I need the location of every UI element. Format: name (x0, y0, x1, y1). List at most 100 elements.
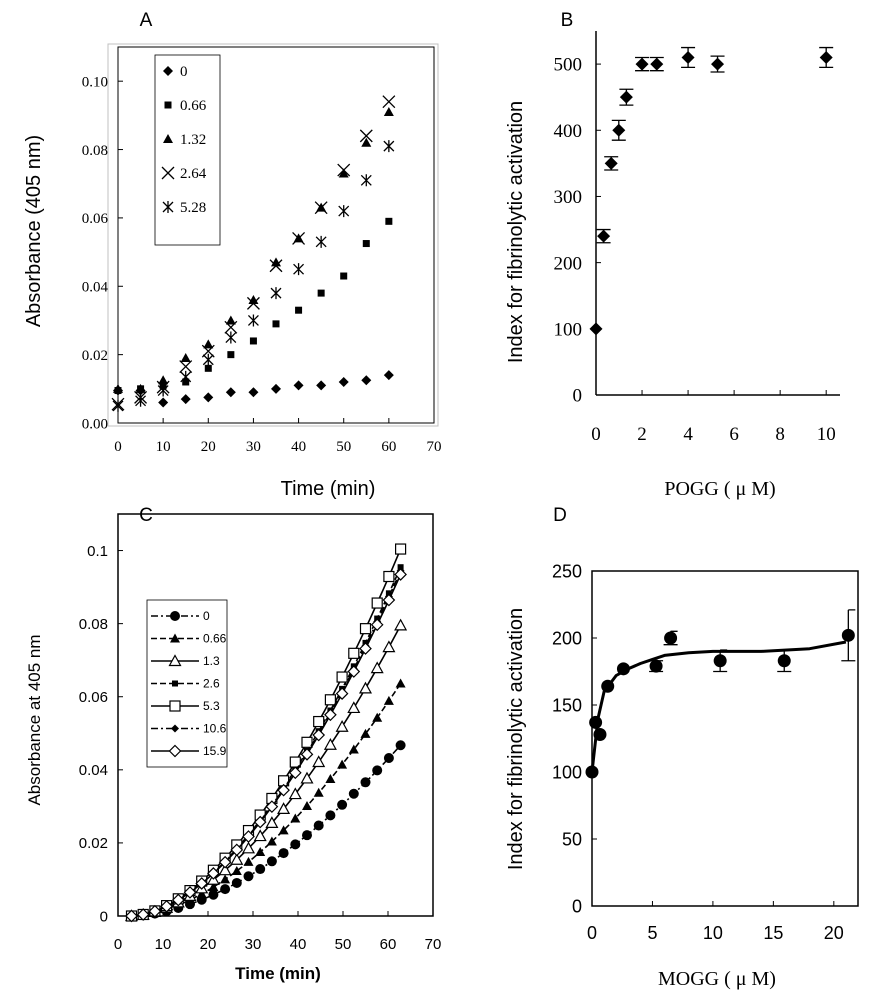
legend-marker-a (163, 134, 173, 143)
point-a-asterisk (315, 235, 327, 248)
y-tick-label-b: 400 (554, 121, 583, 142)
legend-label-c: 1.3 (203, 654, 220, 668)
point-c-triangle (266, 836, 277, 846)
y-tick-label-c: 0.06 (79, 689, 108, 706)
point-a-triangle (180, 353, 191, 363)
point-a-square (385, 217, 393, 225)
axes-box-a (117, 46, 435, 424)
legend-label-c: 0.66 (203, 632, 227, 646)
x-tick-label-a: 20 (201, 439, 216, 455)
point-c-diamond-open (218, 855, 232, 869)
y-tick-label-b: 300 (554, 187, 583, 208)
point-a-diamond (225, 387, 236, 398)
point-c-diamond-open (148, 904, 162, 918)
point-c-square-open (301, 736, 313, 748)
legend-marker-c (168, 654, 182, 667)
point-a-diamond (338, 376, 349, 387)
point-c-circle (325, 810, 336, 821)
point-c-diamond-open (195, 877, 209, 890)
point-a-diamond (383, 370, 394, 381)
legend-marker-a (161, 166, 175, 180)
panel-c: C Time (min) Absorbance at 405 nm 0 0.02 0… (25, 505, 441, 983)
point-b (612, 123, 626, 137)
point-c-diamond-open (277, 783, 290, 797)
axes-box-c (117, 513, 434, 917)
x-tick-label-c: 60 (380, 936, 397, 953)
point-d (649, 659, 663, 673)
panel-label-a: A (140, 10, 153, 31)
point-c-diamond-open (370, 618, 384, 632)
point-a-x (359, 129, 373, 143)
point-c-diamond-open (394, 568, 407, 581)
x-tick-label-b: 6 (729, 424, 739, 445)
x-tick-label-d: 0 (587, 923, 597, 943)
point-c-diamond-open (253, 815, 267, 829)
y-tick-label-c: 0.04 (79, 762, 108, 779)
point-c-diamond-open (183, 886, 197, 899)
point-a-square (204, 364, 212, 372)
point-c-triangle (372, 712, 383, 722)
point-a-diamond (203, 392, 214, 403)
point-b (650, 57, 664, 71)
point-c-triangle-open (230, 852, 244, 865)
point-c-circle (243, 871, 254, 882)
point-b (681, 50, 695, 64)
x-tick-label-a: 60 (381, 439, 396, 455)
y-tick-label-d: 100 (552, 762, 582, 782)
legend-marker-a (164, 101, 172, 109)
point-a-asterisk (180, 370, 192, 383)
point-b (589, 322, 603, 336)
point-c-square-open (371, 597, 383, 609)
point-c-triangle (208, 882, 219, 892)
legend-label-a: 5.28 (180, 200, 206, 216)
y-tick-label-d: 150 (552, 695, 582, 715)
point-c-circle (383, 753, 394, 764)
point-a-x (337, 163, 351, 177)
point-a-asterisk (270, 287, 282, 300)
y-tick-label-b: 200 (554, 253, 583, 274)
legend-label-c: 15.9 (203, 744, 227, 758)
panel-label-c: C (139, 505, 153, 526)
point-c-triangle-open (347, 701, 361, 714)
point-c-triangle-open (288, 787, 302, 800)
x-tick-label-a: 70 (427, 439, 442, 455)
point-a-triangle (203, 339, 214, 349)
point-c-triangle-open (300, 771, 314, 784)
point-a-triangle (383, 106, 394, 116)
point-d (841, 628, 855, 642)
point-c-triangle-open (358, 681, 373, 694)
panel-a: A Time (min) Absorbance (405 nm) 0.00 0.0… (23, 10, 442, 500)
point-c-diamond-open (125, 909, 138, 923)
point-c-circle (337, 799, 348, 810)
point-a-x (292, 231, 306, 245)
point-c-triangle (383, 695, 394, 705)
point-c-triangle (325, 773, 336, 783)
point-c-circle (255, 864, 266, 875)
point-a-asterisk (202, 353, 214, 366)
point-c-diamond-open (207, 867, 220, 880)
y-tick-label-c: 0.08 (79, 616, 108, 633)
point-a-x (179, 360, 193, 374)
point-a-square (272, 320, 280, 328)
point-c-triangle (220, 874, 231, 884)
y-axis-label-c: Absorbance at 405 nm (25, 634, 44, 805)
point-c-square-open (324, 694, 336, 706)
x-tick-label-b: 10 (817, 424, 836, 445)
point-c-triangle-open (241, 841, 256, 854)
point-d (713, 654, 727, 668)
x-tick-label-c: 50 (335, 936, 352, 953)
point-c-square-open (359, 623, 372, 635)
point-a-x (269, 259, 283, 273)
y-tick-label-a: 0.10 (82, 74, 108, 90)
legend-label-a: 2.64 (180, 166, 207, 182)
x-tick-label-c: 40 (290, 936, 307, 953)
point-c-triangle (313, 787, 324, 797)
point-c-circle (266, 856, 277, 867)
x-tick-label-a: 50 (336, 439, 351, 455)
point-c-triangle-open (370, 661, 384, 674)
y-tick-label-a: 0.08 (82, 143, 108, 159)
point-b (619, 90, 633, 104)
point-a-square (317, 289, 325, 297)
x-tick-label-c: 10 (155, 936, 172, 953)
